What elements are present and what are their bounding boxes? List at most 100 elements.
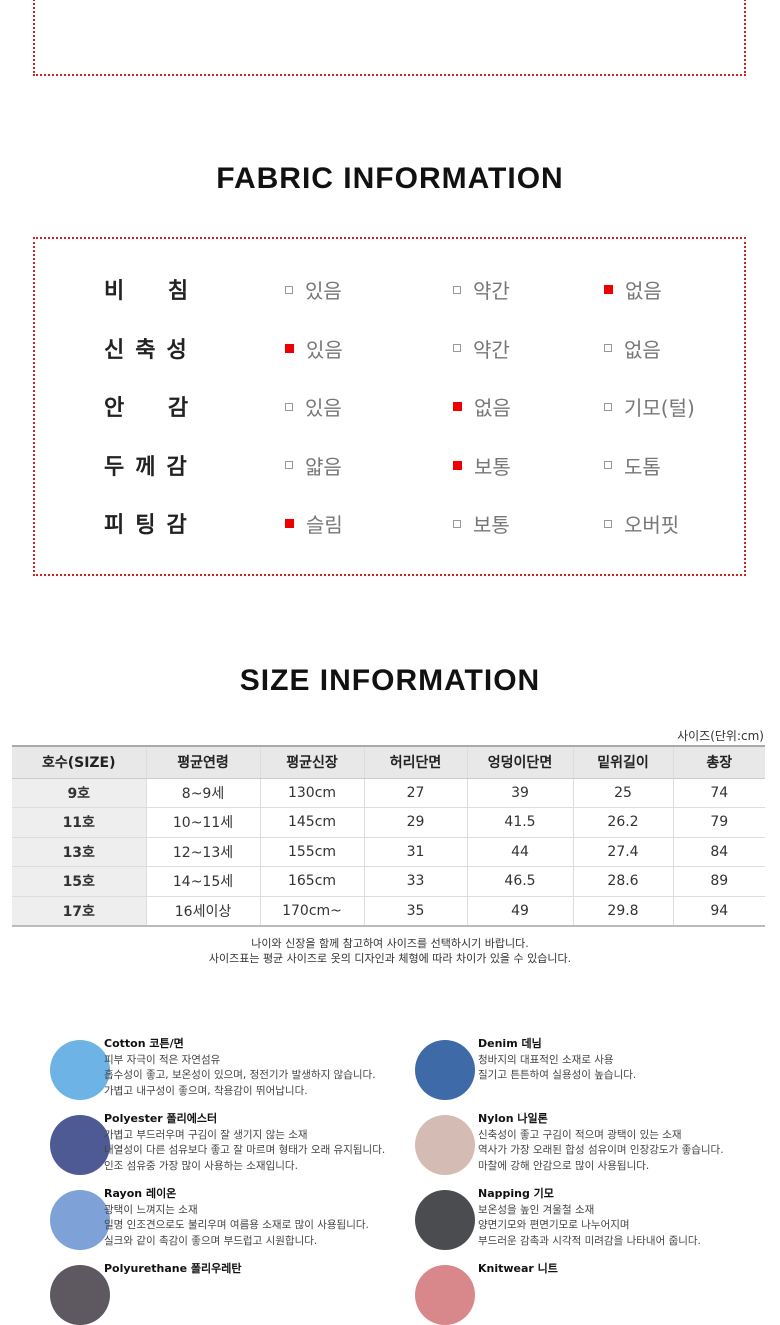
fabric-option-label: 도톰 (624, 454, 661, 479)
material-item: Napping 기모 보온성을 높인 겨울철 소재 양면기모와 편면기모로 나누어지… (478, 1186, 701, 1249)
material-item: Knitwear 니트 (478, 1261, 558, 1278)
table-cell: 170cm~ (259, 896, 364, 927)
checked-box-icon (453, 460, 462, 470)
table-cell: 155cm (259, 837, 364, 867)
fabric-row: 비 침 있음 약간 없음 (0, 273, 780, 304)
unchecked-box-icon (285, 461, 293, 469)
material-name: Napping 기모 (478, 1187, 554, 1200)
fabric-option: 약간 (453, 275, 510, 304)
table-cell: 8~9세 (145, 778, 260, 808)
table-cell: 39 (466, 778, 573, 808)
table-cell: 33 (363, 866, 467, 897)
fabric-row: 두께감 얇음 보통 도톰 (0, 449, 780, 480)
fabric-option: 있음 (285, 334, 343, 363)
table-cell: 13호 (12, 837, 146, 867)
table-cell: 44 (466, 837, 573, 867)
column-header: 밑위길이 (572, 745, 673, 779)
table-cell: 9호 (12, 778, 146, 808)
column-header: 엉덩이단면 (466, 745, 573, 779)
material-swatch (50, 1115, 110, 1175)
table-cell: 130cm (259, 778, 364, 808)
material-description: 가볍고 내구성이 좋으며, 착용감이 뛰어납니다. (104, 1084, 308, 1097)
table-cell: 79 (672, 807, 765, 838)
table-cell: 31 (363, 837, 467, 867)
size-table: 호수(SIZE) 평균연령 평균신장 허리단면 엉덩이단면 밑위길이 총장 9호 8~9세 130… (12, 745, 765, 927)
material-swatch (50, 1265, 110, 1325)
column-header: 총장 (672, 745, 765, 779)
column-header: 평균연령 (145, 745, 260, 779)
material-name: Knitwear 니트 (478, 1262, 558, 1275)
material-description: 일명 인조견으로도 불리우며 여름용 소재로 많이 사용됩니다. (104, 1219, 369, 1231)
table-cell: 25 (572, 778, 673, 808)
table-cell: 49 (466, 896, 573, 927)
size-note-2: 사이즈표는 평균 사이즈로 옷의 디자인과 체형에 따라 차이가 있을 수 있습… (208, 952, 572, 965)
fabric-option-label: 있음 (305, 279, 342, 303)
fabric-row-label: 피팅감 (104, 513, 198, 538)
table-cell: 41.5 (466, 807, 573, 838)
material-description: 부드러운 감촉과 시각적 미려감을 나타내어 줍니다. (478, 1234, 701, 1247)
table-cell: 14~15세 (145, 866, 260, 897)
material-description: 질기고 튼튼하여 실용성이 높습니다. (478, 1069, 637, 1081)
size-unit: 사이즈(단위:cm) (677, 729, 764, 743)
material-name: Denim 데님 (478, 1037, 542, 1050)
unchecked-box-icon (604, 519, 612, 528)
fabric-option: 없음 (604, 275, 662, 304)
unchecked-box-icon (604, 402, 612, 411)
table-cell: 84 (672, 837, 765, 867)
fabric-option: 있음 (285, 275, 342, 304)
fabric-row: 안 감 있음 없음 기모(털) (0, 390, 780, 421)
material-item: Rayon 레이온 광택이 느껴지는 소재 일명 인조견으로도 불리우며 여름용 소… (104, 1186, 369, 1249)
table-row: 9호 8~9세 130cm 27 39 25 74 (12, 778, 765, 808)
table-cell: 89 (672, 866, 765, 897)
unchecked-box-icon (453, 519, 461, 528)
material-swatch (415, 1115, 475, 1175)
fabric-option-label: 없음 (625, 279, 662, 303)
material-description: 가볍고 부드러우며 구김이 잘 생기지 않는 소재 (104, 1128, 308, 1141)
table-cell: 28.6 (572, 866, 673, 897)
fabric-option-label: 없음 (474, 396, 511, 420)
material-description: 내열성이 다른 섬유보다 좋고 잘 마르며 형태가 오래 유지됩니다. (104, 1144, 386, 1156)
fabric-option-label: 없음 (624, 337, 661, 362)
material-name: Polyurethane 폴리우레탄 (104, 1262, 242, 1275)
unchecked-box-icon (285, 402, 293, 411)
table-cell: 11호 (12, 807, 146, 838)
table-row: 17호 16세이상 170cm~ 35 49 29.8 94 (12, 896, 765, 927)
table-row: 13호 12~13세 155cm 31 44 27.4 84 (12, 837, 765, 867)
fabric-option: 기모(털) (604, 392, 695, 421)
table-cell: 12~13세 (145, 837, 260, 867)
fabric-title: FABRIC INFORMATION (216, 162, 564, 195)
material-name: Polyester 폴리에스터 (104, 1112, 218, 1125)
fabric-option: 도톰 (604, 451, 661, 480)
fabric-option: 있음 (285, 392, 342, 421)
material-swatch (50, 1190, 110, 1250)
table-cell: 145cm (259, 807, 364, 838)
table-cell: 29 (363, 807, 467, 838)
table-cell: 74 (672, 778, 765, 808)
material-swatch (415, 1040, 475, 1100)
top-frame (33, 0, 746, 76)
fabric-row-label: 안 감 (104, 396, 207, 421)
column-header: 허리단면 (363, 745, 467, 779)
unchecked-box-icon (453, 285, 461, 294)
material-description: 청바지의 대표적인 소재로 사용 (478, 1053, 614, 1066)
table-cell: 94 (672, 896, 765, 927)
material-description: 피부 자극이 적은 자연섬유 (104, 1053, 221, 1066)
material-description: 마찰에 강해 안감으로 많이 사용됩니다. (478, 1159, 650, 1172)
checked-box-icon (604, 285, 613, 294)
table-cell: 17호 (12, 896, 146, 927)
fabric-option-label: 얇음 (305, 454, 342, 479)
fabric-row-label: 신축성 (104, 337, 198, 363)
fabric-option-label: 슬림 (306, 513, 343, 537)
material-name: Cotton 코튼/면 (104, 1037, 184, 1050)
table-cell: 15호 (12, 866, 146, 897)
fabric-row: 신축성 있음 약간 없음 (0, 332, 780, 363)
fabric-option: 약간 (453, 334, 510, 363)
fabric-frame (33, 237, 746, 576)
fabric-option: 슬림 (285, 509, 343, 538)
size-note-1: 나이와 신장을 함께 참고하여 사이즈를 선택하시기 바랍니다. (251, 937, 529, 950)
material-swatch (50, 1040, 110, 1100)
unchecked-box-icon (453, 344, 461, 352)
column-header: 평균신장 (259, 745, 364, 779)
